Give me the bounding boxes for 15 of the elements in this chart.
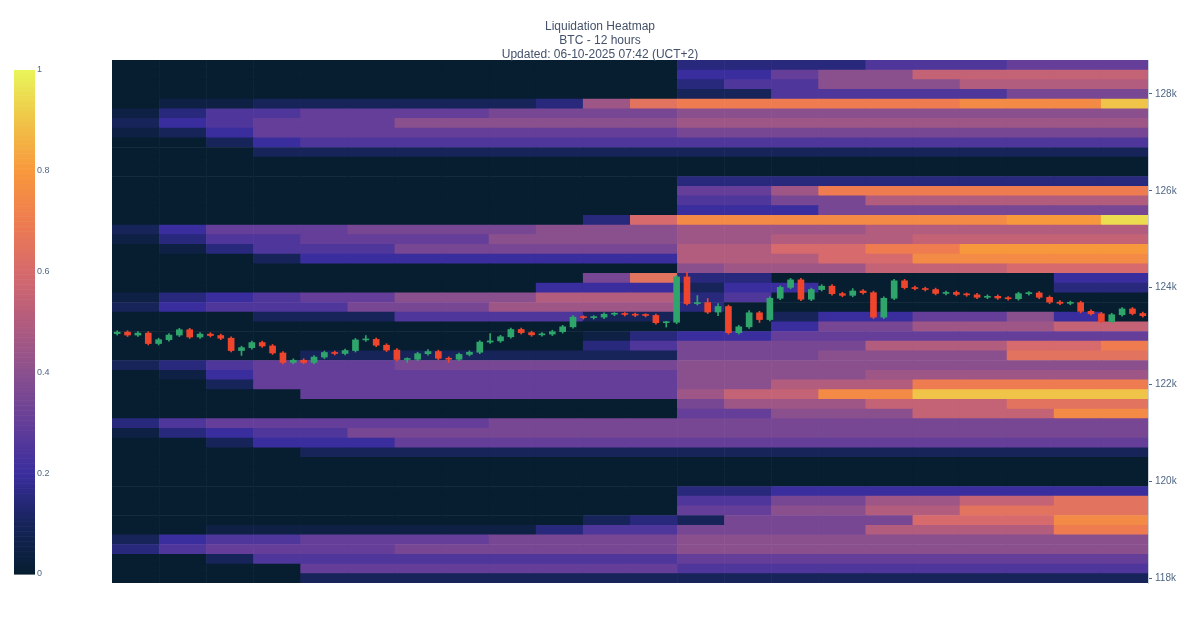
color-bar-label: 0.2 <box>37 467 50 478</box>
y-tick-label: 120k <box>1155 475 1178 487</box>
y-tick-label: 122k <box>1155 378 1178 390</box>
y-tick-label: 128k <box>1155 87 1178 99</box>
color-bar-label: 0 <box>37 568 43 579</box>
y-tick-label: 126k <box>1155 184 1178 196</box>
color-bar-label: 0.4 <box>37 366 50 377</box>
color-bar-label: 1 <box>37 64 43 75</box>
chart-title: Liquidation Heatmap <box>544 19 656 34</box>
annotation: Updated: 06-10-2025 07:42 (UCT+2) <box>501 47 699 62</box>
y-tick-label: 124k <box>1155 281 1178 293</box>
chart-subtitle: BTC - 12 hours <box>559 33 641 48</box>
color-bar-label: 0.6 <box>37 266 50 277</box>
y-tick-label: 118k <box>1155 571 1177 583</box>
color-bar-label: 0.8 <box>37 165 50 176</box>
